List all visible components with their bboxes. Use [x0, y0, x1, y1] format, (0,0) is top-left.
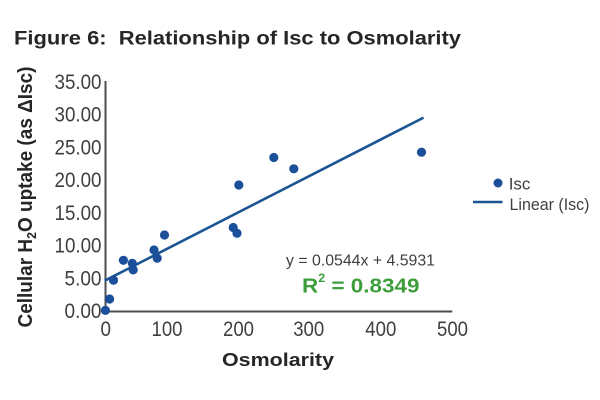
svg-text:0: 0	[101, 317, 112, 341]
svg-text:Isc: Isc	[509, 175, 531, 194]
svg-text:200: 200	[223, 317, 254, 341]
svg-text:0.00: 0.00	[65, 299, 102, 323]
svg-text:500: 500	[437, 317, 468, 341]
svg-text:5.00: 5.00	[65, 267, 102, 291]
svg-text:400: 400	[365, 317, 396, 341]
svg-text:20.00: 20.00	[55, 168, 102, 192]
svg-text:35.00: 35.00	[55, 70, 102, 94]
svg-text:Figure 6: Relationship of Isc: Figure 6: Relationship of Isc to Osmolar…	[14, 29, 461, 50]
svg-text:300: 300	[293, 317, 324, 341]
svg-text:y = 0.0544x + 4.5931: y = 0.0544x + 4.5931	[286, 253, 435, 270]
svg-text:100: 100	[152, 317, 183, 341]
svg-text:Linear (Isc): Linear (Isc)	[510, 195, 590, 214]
svg-text:Cellular H2O uptake (as ΔIsc): Cellular H2O uptake (as ΔIsc)	[15, 67, 39, 328]
svg-text:Osmolarity: Osmolarity	[222, 349, 335, 370]
svg-text:15.00: 15.00	[55, 201, 102, 225]
svg-text:30.00: 30.00	[55, 103, 102, 127]
svg-text:10.00: 10.00	[55, 234, 102, 258]
svg-text:25.00: 25.00	[55, 136, 102, 160]
